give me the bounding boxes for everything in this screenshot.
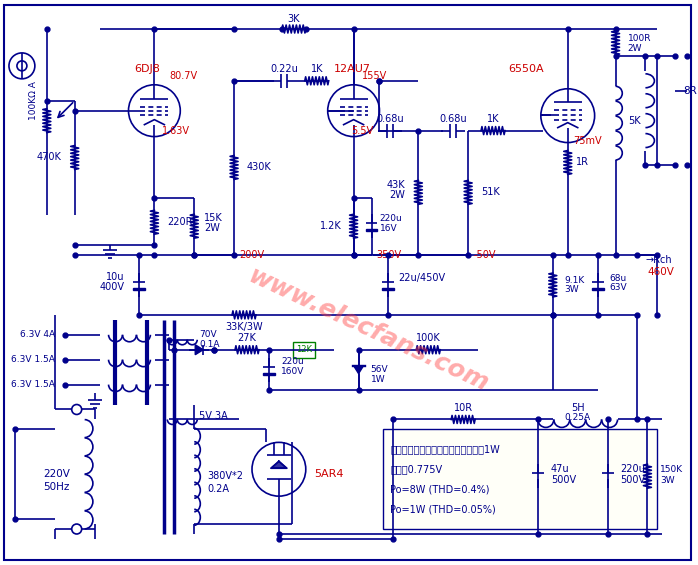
Text: 100K: 100K	[416, 333, 440, 343]
Text: 1R: 1R	[576, 158, 588, 167]
Text: 200V: 200V	[239, 250, 264, 260]
Text: 47u: 47u	[551, 464, 570, 474]
Text: 5V 3A: 5V 3A	[199, 411, 228, 421]
Text: 2W: 2W	[628, 45, 642, 54]
Text: 51K: 51K	[481, 188, 500, 197]
Text: 43K: 43K	[387, 180, 406, 190]
Polygon shape	[271, 461, 287, 468]
Text: 50Hz: 50Hz	[43, 482, 70, 492]
Text: 12K: 12K	[296, 345, 312, 354]
Text: 500V: 500V	[551, 475, 576, 485]
Text: -50V: -50V	[473, 250, 496, 260]
Text: 16V: 16V	[380, 224, 397, 233]
Text: 6550A: 6550A	[508, 64, 544, 74]
Text: 5.5V: 5.5V	[352, 125, 373, 136]
Text: 63V: 63V	[609, 284, 628, 293]
Text: 5K: 5K	[628, 116, 641, 125]
Text: 6.3V 4A: 6.3V 4A	[20, 331, 54, 340]
Text: 220R: 220R	[168, 217, 193, 227]
Bar	[383, 429, 658, 529]
Text: 1.2K: 1.2K	[320, 221, 341, 231]
Text: 0.68u: 0.68u	[439, 114, 467, 124]
Text: 220V: 220V	[43, 470, 70, 479]
Polygon shape	[133, 288, 145, 290]
Text: 380V*2: 380V*2	[207, 471, 243, 481]
Text: 退耦为单声道使用，电阳未注明皆为1W: 退耦为单声道使用，电阳未注明皆为1W	[390, 444, 500, 454]
Text: 12AU7: 12AU7	[334, 64, 371, 74]
Text: 400V: 400V	[100, 282, 124, 292]
Polygon shape	[592, 288, 604, 290]
Polygon shape	[354, 366, 364, 373]
Text: 15K: 15K	[205, 213, 223, 223]
Text: 1W: 1W	[371, 375, 385, 384]
Text: 56V: 56V	[371, 365, 388, 374]
Text: 220u: 220u	[621, 464, 646, 474]
Text: 1K: 1K	[311, 64, 323, 74]
Text: 33K/3W: 33K/3W	[225, 322, 263, 332]
Text: 3W: 3W	[660, 476, 675, 485]
Text: 220u: 220u	[380, 214, 402, 223]
Text: 6.3V 1.5A: 6.3V 1.5A	[11, 355, 54, 364]
Text: 8R: 8R	[683, 86, 697, 95]
Text: 3W: 3W	[565, 285, 579, 294]
Text: 470K: 470K	[37, 153, 61, 163]
Text: 150K: 150K	[660, 465, 683, 474]
Text: 0.1A: 0.1A	[199, 340, 220, 349]
Text: 430K: 430K	[247, 163, 272, 172]
Text: 2W: 2W	[389, 190, 406, 201]
Polygon shape	[366, 229, 378, 231]
Text: 10R: 10R	[454, 402, 473, 412]
Text: 3K: 3K	[288, 14, 300, 24]
Text: 0.22u: 0.22u	[270, 64, 298, 74]
Polygon shape	[195, 345, 203, 355]
Polygon shape	[263, 373, 275, 375]
Text: 5AR4: 5AR4	[314, 470, 343, 479]
Text: Po=8W (THD=0.4%): Po=8W (THD=0.4%)	[390, 484, 490, 494]
Text: 6DJ8: 6DJ8	[135, 64, 161, 74]
Text: 2W: 2W	[205, 223, 220, 233]
Text: 100KΩ A: 100KΩ A	[29, 81, 38, 120]
Text: 155V: 155V	[362, 71, 387, 81]
Text: →Rch: →Rch	[646, 255, 672, 265]
Text: 27K: 27K	[237, 333, 256, 343]
Text: 460V: 460V	[648, 267, 674, 277]
Text: 70V: 70V	[199, 331, 217, 340]
Text: 6.3V 1.5A: 6.3V 1.5A	[11, 380, 54, 389]
Text: 160V: 160V	[281, 367, 304, 376]
Text: 22u/450V: 22u/450V	[399, 273, 445, 283]
Polygon shape	[383, 288, 394, 290]
Text: 9.1K: 9.1K	[565, 276, 585, 285]
Text: 100R: 100R	[628, 34, 651, 44]
Text: 1K: 1K	[487, 114, 499, 124]
Text: 10u: 10u	[106, 272, 124, 282]
Text: 68u: 68u	[609, 273, 627, 282]
Text: 灵敏度0.775V: 灵敏度0.775V	[390, 464, 443, 474]
Text: 75mV: 75mV	[573, 136, 602, 146]
Text: 5H: 5H	[571, 402, 584, 412]
Text: 80.7V: 80.7V	[170, 71, 198, 81]
Text: 0.25A: 0.25A	[565, 413, 591, 422]
Text: 220u: 220u	[281, 357, 304, 366]
Text: 0.68u: 0.68u	[377, 114, 404, 124]
Polygon shape	[602, 479, 614, 481]
Text: 500V: 500V	[621, 475, 646, 485]
Text: Po=1W (THD=0.05%): Po=1W (THD=0.05%)	[390, 504, 496, 514]
Text: 0.2A: 0.2A	[207, 484, 229, 494]
Text: 1.63V: 1.63V	[163, 125, 191, 136]
Text: www.elecfans.com: www.elecfans.com	[244, 263, 493, 396]
Text: 350V: 350V	[376, 250, 401, 260]
Polygon shape	[532, 479, 544, 481]
